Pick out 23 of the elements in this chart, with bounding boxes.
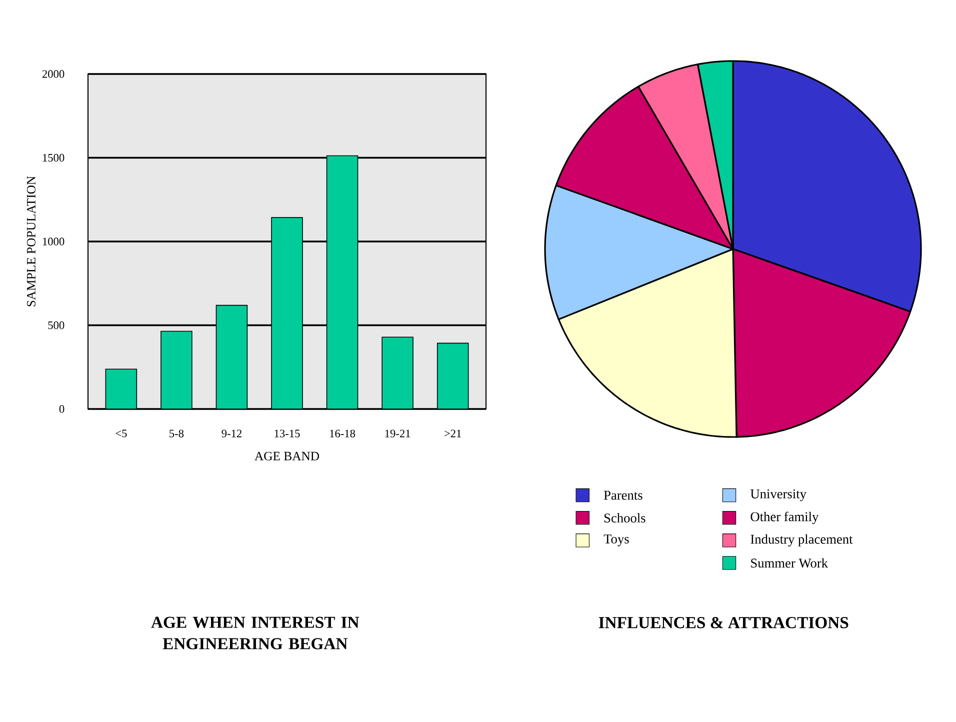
y-axis-title: SAMPLE POPULATION	[26, 176, 36, 306]
legend-label: Schools	[604, 513, 646, 523]
x-tick-label: 9-12	[222, 430, 242, 438]
y-tick-label: 1000	[42, 238, 64, 246]
x-tick-label: 5-8	[170, 430, 184, 438]
legend-label: University	[750, 489, 806, 502]
y-tick-label: 0	[59, 405, 64, 413]
legend-label: Summer Work	[751, 558, 828, 568]
x-tick-label: 13-15	[274, 430, 300, 438]
x-tick-label: 19-21	[385, 430, 410, 438]
text: AGE WHEN INTEREST IN ENGINEERING BEGAN	[151, 616, 360, 650]
legend-label: Other family	[750, 512, 819, 524]
legend-label: Parents	[604, 490, 642, 500]
legend-label: Toys	[604, 534, 629, 546]
x-axis-title: AGE BAND	[254, 452, 320, 460]
x-tick-label: >21	[444, 430, 462, 438]
y-tick-label: 1500	[42, 154, 64, 162]
legend-label: Industry placement	[750, 534, 853, 546]
x-tick-label: 16-18	[330, 430, 356, 438]
y-tick-label: 500	[48, 321, 64, 330]
text: INFLUENCES & ATTRACTIONS	[598, 617, 848, 628]
x-tick-label: <5	[116, 430, 127, 438]
y-tick-label: 2000	[42, 70, 64, 78]
